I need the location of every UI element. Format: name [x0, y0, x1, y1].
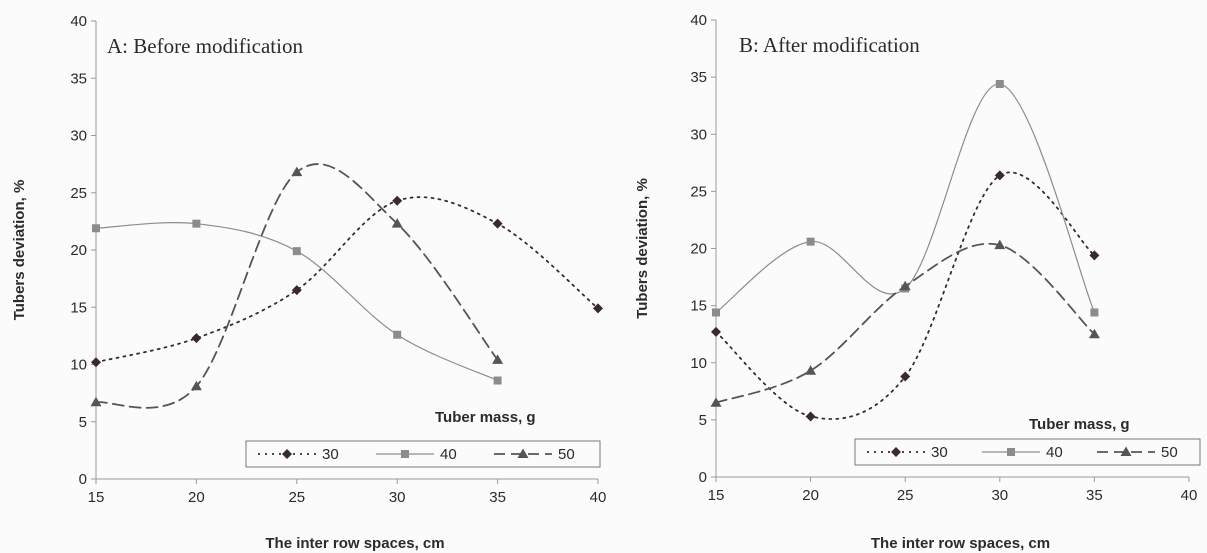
y-tick-label: 20	[690, 241, 707, 258]
y-tick-label: 35	[70, 70, 87, 87]
x-axis-title: The inter row spaces, cm	[871, 535, 1050, 552]
data-point-30	[1089, 250, 1100, 261]
series-50	[710, 239, 1100, 407]
data-point-30	[91, 357, 101, 368]
y-tick-label: 5	[79, 414, 87, 431]
series-line-40	[95, 222, 499, 382]
data-point-50	[1088, 328, 1100, 339]
data-point-50	[291, 166, 303, 177]
legend-marker-30	[282, 449, 292, 459]
data-point-40	[995, 79, 1004, 88]
legend-title: Tuber mass, g	[435, 409, 536, 426]
series-30	[711, 170, 1100, 422]
legend-label-30: 30	[322, 446, 339, 463]
series-40	[92, 219, 502, 385]
legend-label-40: 40	[440, 446, 457, 463]
data-point-50	[899, 280, 911, 291]
y-tick-label: 30	[70, 128, 87, 145]
y-tick-label: 15	[70, 299, 87, 316]
data-point-30	[711, 326, 721, 337]
legend-label-50: 50	[558, 446, 575, 463]
legend-label-30: 30	[931, 444, 948, 461]
legend-marker-40	[1007, 448, 1015, 456]
x-axis-title: The inter row spaces, cm	[265, 535, 444, 552]
y-axis-title: Tubers deviation, %	[634, 178, 651, 319]
data-point-50	[805, 365, 817, 375]
data-point-50	[994, 239, 1006, 250]
y-tick-label: 35	[690, 69, 707, 86]
legend-label-50: 50	[1161, 444, 1178, 461]
x-tick-label: 30	[991, 487, 1008, 504]
legend-marker-40	[401, 450, 409, 458]
data-point-40	[1090, 308, 1099, 317]
y-tick-label: 40	[70, 13, 87, 30]
y-tick-label: 10	[70, 357, 87, 374]
data-point-30	[291, 285, 302, 296]
data-point-30	[994, 170, 1005, 181]
x-tick-label: 25	[897, 487, 914, 504]
x-tick-label: 20	[188, 489, 205, 506]
x-tick-label: 35	[489, 489, 506, 506]
data-point-50	[710, 397, 722, 407]
series-line-40	[715, 83, 1095, 314]
x-tick-label: 15	[708, 487, 725, 504]
series-line-30	[715, 171, 1096, 420]
data-point-30	[593, 303, 603, 314]
y-tick-label: 5	[699, 412, 707, 429]
legend-marker-50	[1120, 446, 1132, 456]
x-tick-label: 25	[288, 489, 305, 506]
series-30	[91, 195, 603, 368]
data-point-30	[191, 333, 202, 344]
x-tick-label: 30	[389, 489, 406, 506]
series-50	[90, 163, 504, 409]
y-tick-label: 0	[699, 469, 707, 486]
data-point-30	[492, 218, 503, 229]
y-axis-title: Tubers deviation, %	[11, 180, 28, 321]
data-point-50	[492, 354, 504, 364]
data-point-30	[900, 371, 911, 382]
data-point-50	[391, 218, 403, 228]
data-point-40	[393, 330, 402, 339]
x-tick-label: 35	[1086, 487, 1103, 504]
data-point-40	[806, 237, 815, 246]
data-point-40	[92, 224, 100, 233]
y-tick-label: 20	[70, 242, 87, 259]
data-point-50	[190, 380, 202, 391]
x-tick-label: 20	[802, 487, 819, 504]
data-point-30	[805, 411, 816, 422]
data-point-40	[712, 308, 720, 317]
data-point-40	[493, 376, 502, 385]
data-point-50	[90, 396, 102, 407]
y-tick-label: 10	[690, 355, 707, 372]
panel-a: 0 5 10 15 20 25 30 35 40 15 20 25 30 35 40 Tubers devia…	[11, 13, 606, 552]
y-tick-label: 15	[690, 298, 707, 315]
y-tick-label: 40	[690, 12, 707, 29]
chart-title: A: Before modification	[107, 34, 303, 58]
x-tick-label: 40	[1181, 487, 1198, 504]
legend-title: Tuber mass, g	[1029, 416, 1130, 433]
x-tick-label: 15	[88, 489, 105, 506]
y-tick-label: 30	[690, 126, 707, 143]
data-point-30	[392, 195, 403, 206]
legend-marker-30	[891, 447, 901, 457]
data-point-40	[192, 219, 201, 228]
y-tick-label: 0	[79, 471, 87, 488]
chart-title: B: After modification	[739, 33, 920, 57]
y-tick-label: 25	[70, 185, 87, 202]
series-line-30	[95, 196, 599, 364]
legend-label-40: 40	[1046, 444, 1063, 461]
data-point-40	[292, 247, 301, 256]
legend: Tuber mass, g 30 40 50	[854, 416, 1201, 466]
legend-marker-50	[517, 448, 529, 458]
legend: Tuber mass, g 30 40 50	[245, 409, 601, 468]
panel-b: 0 5 10 15 20 25 30 35 40 15 20 25 30 35 40 Tubers devia…	[634, 12, 1201, 552]
x-tick-label: 40	[590, 489, 607, 506]
y-tick-label: 25	[690, 183, 707, 200]
